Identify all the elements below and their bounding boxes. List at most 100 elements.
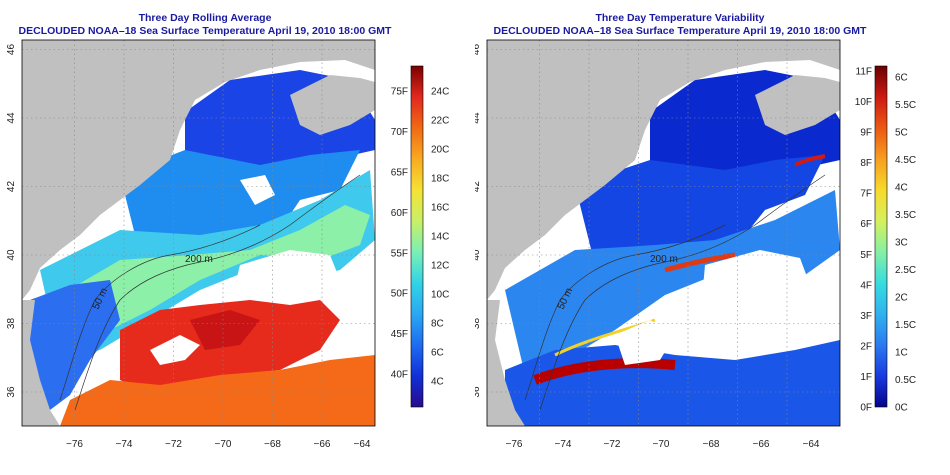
right-map-figure: 50 m 200 m −76 −74 −72 −70 −68 −66 −64 3… xyxy=(475,39,916,450)
colorbar-label-c: 6C xyxy=(895,73,908,84)
lon-tick: −76 xyxy=(506,439,523,450)
colorbar-label-f: 45F xyxy=(391,329,408,340)
lat-tick: 42 xyxy=(475,181,482,193)
lon-axis: −76 −74 −72 −70 −68 −66 −64 xyxy=(66,439,371,450)
white-cloud-patch-2 xyxy=(703,250,810,305)
colorbar-label-f: 70F xyxy=(391,127,408,138)
colorbar-label-f: 3F xyxy=(860,311,872,322)
colorbar-label-f: 55F xyxy=(391,248,408,259)
lon-tick: −64 xyxy=(803,439,820,450)
colorbar-label-f: 65F xyxy=(391,168,408,179)
colorbar-label-f: 0F xyxy=(860,403,872,414)
left-map-subtitle: DECLOUDED NOAA–18 Sea Surface Temperatur… xyxy=(18,25,392,37)
map-frame xyxy=(486,39,841,427)
white-cloud-patch-2 xyxy=(235,250,340,300)
colorbar-label-c: 5C xyxy=(895,128,908,139)
lat-tick: 36 xyxy=(6,386,17,398)
right-map-panel: Three Day Temperature Variability DECLOU… xyxy=(475,0,950,475)
lat-tick: 46 xyxy=(475,44,482,56)
colorbar-label-c: 3C xyxy=(895,238,908,249)
colorbar-label-c: 16C xyxy=(431,203,449,214)
colorbar-label-c: 14C xyxy=(431,232,449,243)
white-cloud-patch-1 xyxy=(150,335,200,365)
lat-axis: 36 38 40 42 44 46 xyxy=(475,44,482,398)
lon-tick: −68 xyxy=(703,439,720,450)
contour-200m xyxy=(74,174,361,411)
colorbar-label-c: 5.5C xyxy=(895,100,916,111)
front-high-variability xyxy=(533,358,676,385)
colorbar-label-c: 18C xyxy=(431,174,449,185)
contour-200m xyxy=(539,174,826,411)
lat-tick: 42 xyxy=(6,181,17,193)
lon-tick: −66 xyxy=(314,439,331,450)
warm-core xyxy=(190,310,260,350)
colorbar-label-f: 4F xyxy=(860,280,872,291)
colorbar-label-f: 7F xyxy=(860,189,872,200)
colorbar-label-c: 4C xyxy=(895,183,908,194)
colorbar-celsius-labels: 4C 6C 8C 10C 12C 14C 16C 18C 20C 22C 24C xyxy=(431,87,449,388)
left-map-panel: Three Day Rolling Average DECLOUDED NOAA… xyxy=(6,12,449,450)
white-cloud-patch-1 xyxy=(615,320,675,365)
colorbar-label-f: 6F xyxy=(860,219,872,230)
graticule xyxy=(22,40,375,426)
colorbar-label-c: 10C xyxy=(431,290,449,301)
colorbar-label-c: 24C xyxy=(431,87,449,98)
front-red-streak xyxy=(794,154,826,167)
colorbar-fahrenheit-labels: 0F 1F 2F 3F 4F 5F 6F 7F 8F 9F 10F 11F xyxy=(855,67,872,414)
right-map-title: Three Day Temperature Variability xyxy=(595,12,765,24)
lon-tick: −72 xyxy=(165,439,182,450)
nova-scotia xyxy=(290,75,375,135)
colorbar-label-f: 2F xyxy=(860,341,872,352)
lon-tick: −72 xyxy=(604,439,621,450)
lon-tick: −64 xyxy=(354,439,371,450)
colorbar-label-f: 8F xyxy=(860,158,872,169)
colorbar-label-c: 20C xyxy=(431,145,449,156)
contour-50m xyxy=(524,224,726,401)
colorbar-fahrenheit-labels: 40F 45F 50F 55F 60F 65F 70F 75F xyxy=(391,87,408,381)
right-map-area: 50 m 200 m xyxy=(487,40,840,426)
lon-tick: −70 xyxy=(653,439,670,450)
nova-scotia xyxy=(755,75,840,135)
lon-tick: −74 xyxy=(555,439,572,450)
coastal-land-south xyxy=(487,300,525,426)
left-colorbar xyxy=(410,65,424,408)
lon-tick: −68 xyxy=(264,439,281,450)
colorbar-label-c: 2.5C xyxy=(895,265,916,276)
colorbar-label-c: 22C xyxy=(431,116,449,127)
lon-tick: −66 xyxy=(753,439,770,450)
right-map-subtitle: DECLOUDED NOAA–18 Sea Surface Temperatur… xyxy=(493,25,867,37)
colorbar-label-c: 8C xyxy=(431,319,444,330)
graticule xyxy=(487,40,840,426)
colorbar-label-c: 1.5C xyxy=(895,320,916,331)
white-cloud-patch-3 xyxy=(240,175,275,205)
lat-tick: 44 xyxy=(475,112,482,124)
lat-tick: 40 xyxy=(475,249,482,261)
colorbar-label-c: 6C xyxy=(431,348,444,359)
right-colorbar xyxy=(874,65,888,408)
colorbar-label-f: 1F xyxy=(860,372,872,383)
left-map-title: Three Day Rolling Average xyxy=(138,12,272,24)
lon-axis: −76 −74 −72 −70 −68 −66 −64 xyxy=(506,439,820,450)
cyan-band xyxy=(60,205,370,345)
colorbar-label-c: 0C xyxy=(895,403,908,414)
lat-tick: 38 xyxy=(475,318,482,330)
colorbar-label-c: 4.5C xyxy=(895,155,916,166)
front-red-streak-2 xyxy=(664,252,736,273)
lon-tick: −74 xyxy=(116,439,133,450)
colorbar-celsius-labels: 0C 0.5C 1C 1.5C 2C 2.5C 3C 3.5C 4C 4.5C 5C 5.5C 6C xyxy=(895,73,916,414)
left-map-figure: 50 m 200 m −76 −74 −72 −70 −68 −66 −64 3… xyxy=(6,39,449,450)
colorbar-label-c: 3.5C xyxy=(895,210,916,221)
colorbar-label-f: 5F xyxy=(860,250,872,261)
lat-tick: 40 xyxy=(6,249,17,261)
lat-axis: 36 38 40 42 44 46 xyxy=(6,44,17,398)
colorbar-label-f: 40F xyxy=(391,370,408,381)
colorbar-label-c: 4C xyxy=(431,377,444,388)
contour-50m xyxy=(59,224,261,401)
contour-label-200m: 200 m xyxy=(650,254,678,265)
map-frame xyxy=(21,39,376,427)
colorbar-label-f: 10F xyxy=(855,97,872,108)
colorbar-label-f: 75F xyxy=(391,87,408,98)
contour-label-200m: 200 m xyxy=(185,254,213,265)
colorbar-label-c: 2C xyxy=(895,293,908,304)
colorbar-label-f: 9F xyxy=(860,128,872,139)
